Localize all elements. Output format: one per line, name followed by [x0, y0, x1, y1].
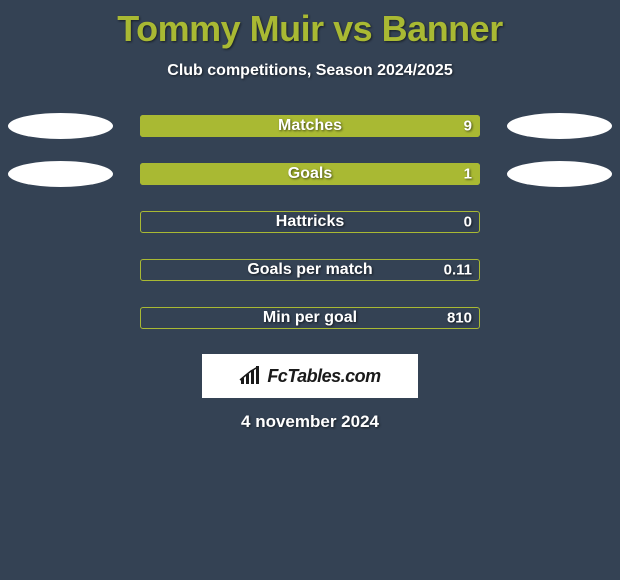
- stat-bar: Goals 1: [140, 163, 480, 185]
- stat-bar: Min per goal 810: [140, 307, 480, 329]
- stat-value-right: 810: [447, 310, 472, 327]
- stat-row: Goals 1: [0, 162, 620, 186]
- stat-row: Hattricks 0: [0, 210, 620, 234]
- brand-logo: FcTables.com: [202, 354, 418, 398]
- stat-label: Goals: [288, 165, 332, 183]
- brand-logo-text: FcTables.com: [267, 366, 380, 387]
- stat-row: Goals per match 0.11: [0, 258, 620, 282]
- player-right-marker: [507, 161, 612, 187]
- player-right-marker: [507, 113, 612, 139]
- comparison-rows: Matches 9 Goals 1 Hattricks 0 Goals per match 0…: [0, 114, 620, 330]
- stat-bar: Goals per match 0.11: [140, 259, 480, 281]
- stat-row: Min per goal 810: [0, 306, 620, 330]
- stat-bar: Matches 9: [140, 115, 480, 137]
- player-left-marker: [8, 113, 113, 139]
- date-label: 4 november 2024: [0, 412, 620, 432]
- stat-row: Matches 9: [0, 114, 620, 138]
- subtitle: Club competitions, Season 2024/2025: [0, 62, 620, 80]
- stat-bar: Hattricks 0: [140, 211, 480, 233]
- bar-chart-icon: [239, 366, 261, 386]
- stat-value-right: 1: [464, 166, 472, 183]
- player-left-marker: [8, 161, 113, 187]
- stat-label: Matches: [278, 117, 342, 135]
- page-title: Tommy Muir vs Banner: [0, 0, 620, 50]
- stat-label: Hattricks: [276, 213, 344, 231]
- stat-label: Min per goal: [263, 309, 357, 327]
- stat-label: Goals per match: [247, 261, 372, 279]
- stat-value-right: 9: [464, 118, 472, 135]
- stat-value-right: 0: [464, 214, 472, 231]
- stat-value-right: 0.11: [444, 262, 472, 279]
